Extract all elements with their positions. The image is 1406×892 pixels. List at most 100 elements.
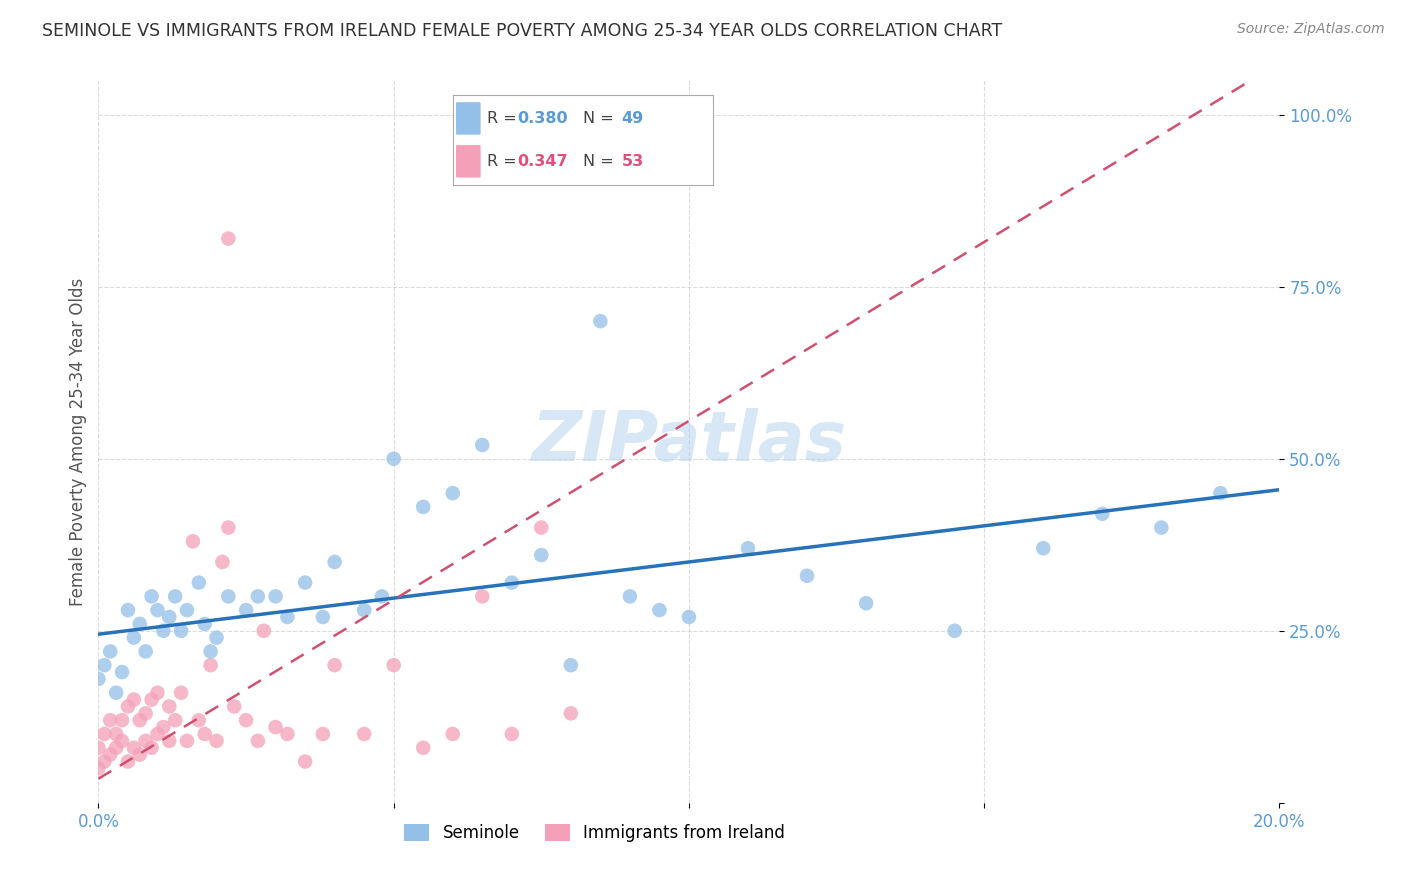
Point — [323, 555, 346, 569]
Point — [135, 706, 157, 721]
Point — [211, 555, 233, 569]
Point — [323, 658, 346, 673]
Point — [246, 734, 269, 748]
Point — [530, 520, 553, 534]
Point — [122, 631, 145, 645]
Point — [93, 727, 115, 741]
Point — [589, 314, 612, 328]
Point — [205, 631, 228, 645]
Point — [312, 727, 335, 741]
Point — [176, 734, 198, 748]
Point — [87, 672, 110, 686]
Point — [176, 603, 198, 617]
Point — [501, 727, 523, 741]
Point — [170, 624, 193, 638]
Point — [194, 727, 217, 741]
Text: SEMINOLE VS IMMIGRANTS FROM IRELAND FEMALE POVERTY AMONG 25-34 YEAR OLDS CORRELA: SEMINOLE VS IMMIGRANTS FROM IRELAND FEMA… — [42, 22, 1002, 40]
Point — [128, 713, 150, 727]
Point — [111, 713, 134, 727]
Y-axis label: Female Poverty Among 25-34 Year Olds: Female Poverty Among 25-34 Year Olds — [69, 277, 87, 606]
Point — [276, 727, 298, 741]
Point — [111, 734, 134, 748]
Point — [294, 755, 316, 769]
Point — [246, 590, 269, 604]
Point — [135, 734, 157, 748]
Point — [157, 734, 180, 748]
Point — [619, 590, 641, 604]
Point — [152, 624, 174, 638]
Point — [796, 568, 818, 582]
Point — [217, 231, 239, 245]
Point — [235, 603, 257, 617]
Point — [217, 590, 239, 604]
Point — [1150, 520, 1173, 534]
Point — [141, 692, 163, 706]
Point — [560, 706, 582, 721]
Point — [382, 451, 405, 466]
Point — [122, 740, 145, 755]
Point — [1209, 486, 1232, 500]
Point — [217, 520, 239, 534]
Point — [181, 534, 204, 549]
Point — [87, 740, 110, 755]
Point — [128, 616, 150, 631]
Point — [105, 740, 128, 755]
Point — [187, 713, 209, 727]
Point — [855, 596, 877, 610]
Point — [98, 644, 121, 658]
Point — [943, 624, 966, 638]
Point — [678, 610, 700, 624]
Point — [117, 603, 139, 617]
Point — [264, 720, 287, 734]
Point — [530, 548, 553, 562]
Point — [441, 727, 464, 741]
Point — [93, 658, 115, 673]
Point — [187, 575, 209, 590]
Point — [382, 658, 405, 673]
Point — [276, 610, 298, 624]
Point — [87, 761, 110, 775]
Point — [141, 740, 163, 755]
Point — [141, 590, 163, 604]
Point — [152, 720, 174, 734]
Point — [253, 624, 276, 638]
Point — [235, 713, 257, 727]
Point — [146, 727, 169, 741]
Point — [157, 610, 180, 624]
Point — [200, 658, 222, 673]
Point — [194, 616, 217, 631]
Point — [205, 734, 228, 748]
Point — [165, 590, 187, 604]
Point — [294, 575, 316, 590]
Point — [105, 686, 128, 700]
Point — [93, 755, 115, 769]
Point — [135, 644, 157, 658]
Text: ZIPatlas: ZIPatlas — [531, 408, 846, 475]
Point — [353, 603, 375, 617]
Point — [412, 500, 434, 514]
Point — [200, 644, 222, 658]
Text: Source: ZipAtlas.com: Source: ZipAtlas.com — [1237, 22, 1385, 37]
Legend: Seminole, Immigrants from Ireland: Seminole, Immigrants from Ireland — [398, 817, 792, 848]
Point — [648, 603, 671, 617]
Point — [471, 438, 494, 452]
Point — [146, 603, 169, 617]
Point — [224, 699, 246, 714]
Point — [353, 727, 375, 741]
Point — [264, 590, 287, 604]
Point — [371, 590, 394, 604]
Point — [1091, 507, 1114, 521]
Point — [98, 747, 121, 762]
Point — [117, 755, 139, 769]
Point — [312, 610, 335, 624]
Point — [501, 575, 523, 590]
Point — [170, 686, 193, 700]
Point — [117, 699, 139, 714]
Point — [111, 665, 134, 679]
Point — [471, 590, 494, 604]
Point — [146, 686, 169, 700]
Point — [165, 713, 187, 727]
Point — [122, 692, 145, 706]
Point — [737, 541, 759, 556]
Point — [1032, 541, 1054, 556]
